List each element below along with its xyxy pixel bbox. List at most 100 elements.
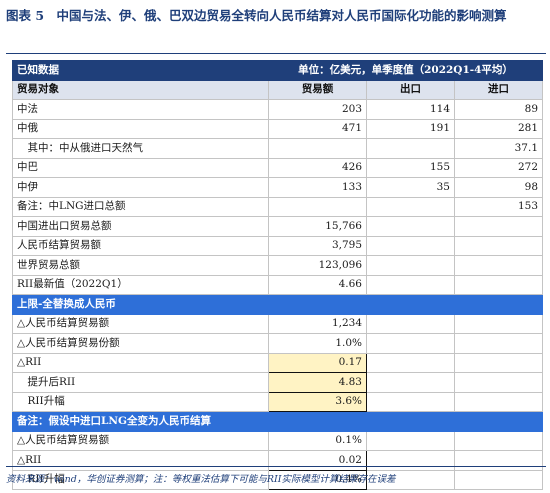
table-row: 中俄 471 191 281 xyxy=(12,118,544,139)
export-value xyxy=(366,255,455,276)
value-cell: 1,234 xyxy=(268,313,367,334)
lng-note-header: 备注：假设中进口LNG全变为人民币结算 xyxy=(11,411,544,432)
trade-value: 471 xyxy=(268,118,367,139)
empty-cell xyxy=(453,450,544,471)
import-value xyxy=(453,235,544,256)
table-row: 世界贸易总额 123,096 xyxy=(12,255,544,276)
row-label: 中巴 xyxy=(12,157,269,178)
table-row: △人民币结算贸易额 0.1% xyxy=(12,430,544,451)
import-value: 37.1 xyxy=(453,138,544,159)
import-value: 281 xyxy=(453,118,544,139)
row-label: 人民币结算贸易额 xyxy=(12,235,269,256)
table-row: △RII 0.02 xyxy=(12,450,544,471)
highlighted-value-cell: 0.17 xyxy=(268,352,367,373)
export-value: 191 xyxy=(366,118,455,139)
highlighted-value-cell: 3.6% xyxy=(268,391,367,412)
row-label: 中伊 xyxy=(12,177,269,198)
empty-cell xyxy=(453,313,544,334)
top-rule xyxy=(6,53,546,54)
trade-value: 3,795 xyxy=(268,235,367,256)
column-header: 贸易对象 xyxy=(12,79,269,100)
column-header: 贸易额 xyxy=(268,79,367,100)
row-label: RII升幅 xyxy=(12,469,269,490)
empty-cell xyxy=(366,430,455,451)
export-value xyxy=(366,216,455,237)
table-row: △人民币结算贸易份额 1.0% xyxy=(12,333,544,354)
empty-cell xyxy=(453,469,544,490)
value-cell: 1.0% xyxy=(268,333,367,354)
empty-cell xyxy=(453,430,544,451)
trade-value: 203 xyxy=(268,99,367,120)
trade-value: 133 xyxy=(268,177,367,198)
table-row: RII升幅 3.6% xyxy=(12,391,544,412)
table-row: △RII 0.17 xyxy=(12,352,544,373)
source-footnote: 资料来源：wind，华创证券测算；注：等权重法估算下可能与RII实际模型计算结果… xyxy=(6,474,396,485)
export-value xyxy=(366,196,455,217)
highlighted-value-cell: 4.83 xyxy=(268,372,367,393)
export-value: 155 xyxy=(366,157,455,178)
row-label: 世界贸易总额 xyxy=(12,255,269,276)
value-cell: 0.1% xyxy=(268,430,367,451)
unit-label: 单位：亿美元，单季度值（2022Q1-4平均） xyxy=(267,60,544,81)
table-row: 人民币结算贸易额 3,795 xyxy=(12,235,544,256)
table-row: 中国进出口贸易总额 15,766 xyxy=(12,216,544,237)
empty-cell xyxy=(366,391,455,412)
row-label: 提升后RII xyxy=(12,372,269,393)
import-value: 98 xyxy=(453,177,544,198)
empty-cell xyxy=(366,313,455,334)
data-table: 已知数据 单位：亿美元，单季度值（2022Q1-4平均） 贸易对象 贸易额 出口… xyxy=(11,60,544,490)
figure-title: 图表 5 中国与法、伊、俄、巴双边贸易全转向人民币结算对人民币国际化功能的影响测… xyxy=(6,8,507,23)
table-row: 提升后RII 4.83 xyxy=(12,372,544,393)
import-value: 89 xyxy=(453,99,544,120)
lng-note-title: 备注：假设中进口LNG全变为人民币结算 xyxy=(11,411,544,432)
table-row: 中伊 133 35 98 xyxy=(12,177,544,198)
row-label: 中国进出口贸易总额 xyxy=(12,216,269,237)
empty-cell xyxy=(453,391,544,412)
empty-cell xyxy=(366,450,455,471)
boxed-value-cell: 0.02 xyxy=(268,450,367,471)
trade-value: 4.66 xyxy=(268,274,367,295)
table-row: 其中：中从俄进口天然气 37.1 xyxy=(12,138,544,159)
export-value xyxy=(366,235,455,256)
table-row: 中法 203 114 89 xyxy=(12,99,544,120)
trade-value: 426 xyxy=(268,157,367,178)
table-row: RII最新值（2022Q1） 4.66 xyxy=(12,274,544,295)
column-header-row: 贸易对象 贸易额 出口 进口 xyxy=(12,79,544,100)
known-data-header: 已知数据 单位：亿美元，单季度值（2022Q1-4平均） xyxy=(12,60,544,81)
row-label: 中法 xyxy=(12,99,269,120)
row-label: △RII xyxy=(12,352,269,373)
column-header: 进口 xyxy=(453,79,544,100)
import-value xyxy=(453,274,544,295)
empty-cell xyxy=(453,333,544,354)
import-value: 153 xyxy=(453,196,544,217)
row-label: 中俄 xyxy=(12,118,269,139)
import-value xyxy=(453,255,544,276)
table-row: 备注：中LNG进口总额 153 xyxy=(12,196,544,217)
trade-value: 123,096 xyxy=(268,255,367,276)
export-value xyxy=(366,274,455,295)
empty-cell xyxy=(453,352,544,373)
empty-cell xyxy=(453,372,544,393)
empty-cell xyxy=(366,372,455,393)
row-label: RII升幅 xyxy=(12,391,269,412)
row-label: △人民币结算贸易额 xyxy=(12,430,269,451)
table-row: 中巴 426 155 272 xyxy=(12,157,544,178)
table-row: △人民币结算贸易额 1,234 xyxy=(12,313,544,334)
row-label: △人民币结算贸易份额 xyxy=(12,333,269,354)
export-value xyxy=(366,138,455,159)
row-label: RII最新值（2022Q1） xyxy=(12,274,269,295)
upper-limit-header: 上限-全替换成人民币 xyxy=(11,294,544,315)
row-label: 其中：中从俄进口天然气 xyxy=(12,138,269,159)
known-data-label: 已知数据 xyxy=(12,60,269,81)
empty-cell xyxy=(366,333,455,354)
import-value: 272 xyxy=(453,157,544,178)
column-header: 出口 xyxy=(366,79,455,100)
export-value: 114 xyxy=(366,99,455,120)
trade-value xyxy=(268,196,367,217)
trade-value xyxy=(268,138,367,159)
row-label: △人民币结算贸易额 xyxy=(12,313,269,334)
empty-cell xyxy=(366,352,455,373)
bottom-rule xyxy=(6,466,546,467)
import-value xyxy=(453,216,544,237)
